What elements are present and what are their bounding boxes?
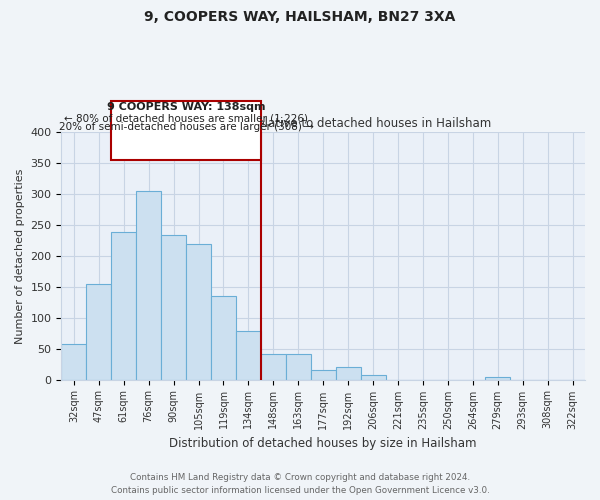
Bar [361,375,386,380]
Bar [211,296,236,380]
Text: 9, COOPERS WAY, HAILSHAM, BN27 3XA: 9, COOPERS WAY, HAILSHAM, BN27 3XA [145,10,455,24]
FancyBboxPatch shape [111,101,261,160]
Bar [161,236,186,380]
Bar [61,344,86,380]
Bar [286,354,311,380]
Bar [485,377,510,380]
Bar [111,232,136,380]
Text: Contains HM Land Registry data © Crown copyright and database right 2024.
Contai: Contains HM Land Registry data © Crown c… [110,473,490,495]
Text: ← 80% of detached houses are smaller (1,226): ← 80% of detached houses are smaller (1,… [64,114,308,124]
Bar [335,367,361,380]
Bar [311,370,335,380]
Bar [186,244,211,380]
Title: Size of property relative to detached houses in Hailsham: Size of property relative to detached ho… [155,116,491,130]
Text: 20% of semi-detached houses are larger (308) →: 20% of semi-detached houses are larger (… [59,122,314,132]
Bar [261,354,286,380]
Text: 9 COOPERS WAY: 138sqm: 9 COOPERS WAY: 138sqm [107,102,265,113]
Bar [86,284,111,380]
Bar [136,191,161,380]
Bar [236,332,261,380]
Y-axis label: Number of detached properties: Number of detached properties [15,168,25,344]
X-axis label: Distribution of detached houses by size in Hailsham: Distribution of detached houses by size … [169,437,477,450]
